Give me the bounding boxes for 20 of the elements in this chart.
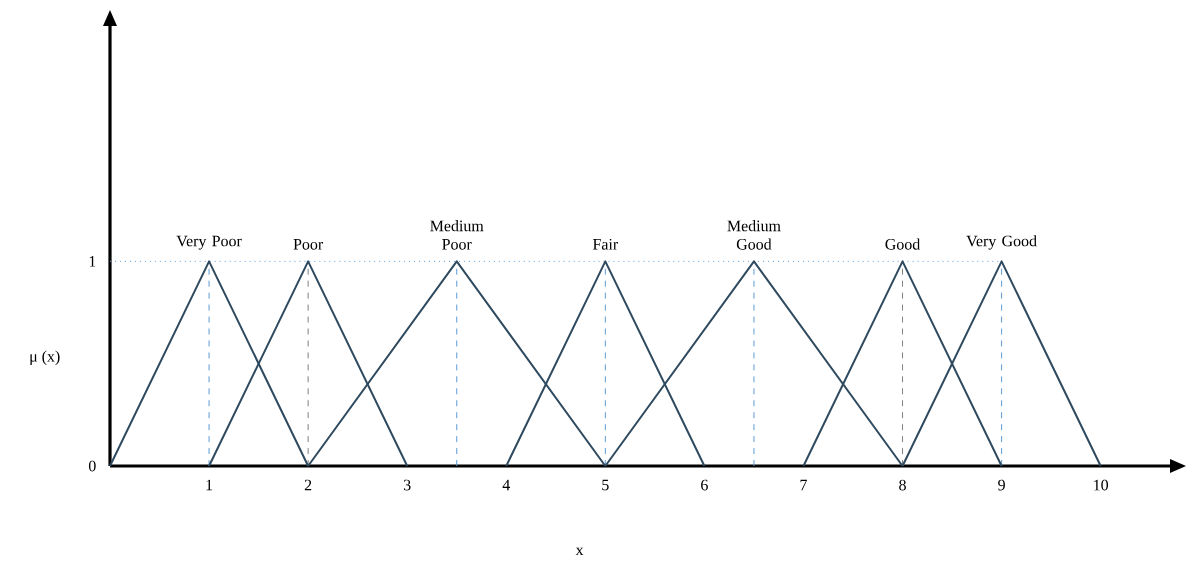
series-label: Very Poor [176, 235, 242, 250]
x-tick-label: 2 [304, 479, 312, 491]
series-label: Very Good [966, 235, 1037, 250]
x-tick-label: 1 [206, 479, 213, 491]
x-tick-label: 8 [899, 479, 906, 491]
series-label: Medium Poor [430, 220, 484, 250]
x-tick-label: 5 [602, 479, 609, 491]
x-tick-label: 10 [1094, 479, 1109, 491]
x-tick-label: 6 [701, 479, 708, 491]
x-tick-label: 3 [403, 479, 411, 491]
series-label: Good [885, 238, 921, 250]
series-label: Poor [293, 239, 324, 250]
x-tick-label: 4 [502, 479, 510, 491]
x-tick-label: 7 [800, 479, 807, 491]
y-axis-title: μ (x) [30, 350, 60, 365]
x-axis-title: x [575, 547, 584, 556]
y-tick-label: 0 [88, 460, 96, 472]
series-label: Fair [592, 238, 619, 250]
x-tick-label: 9 [998, 479, 1005, 491]
series-label: Medium Good [727, 220, 781, 250]
